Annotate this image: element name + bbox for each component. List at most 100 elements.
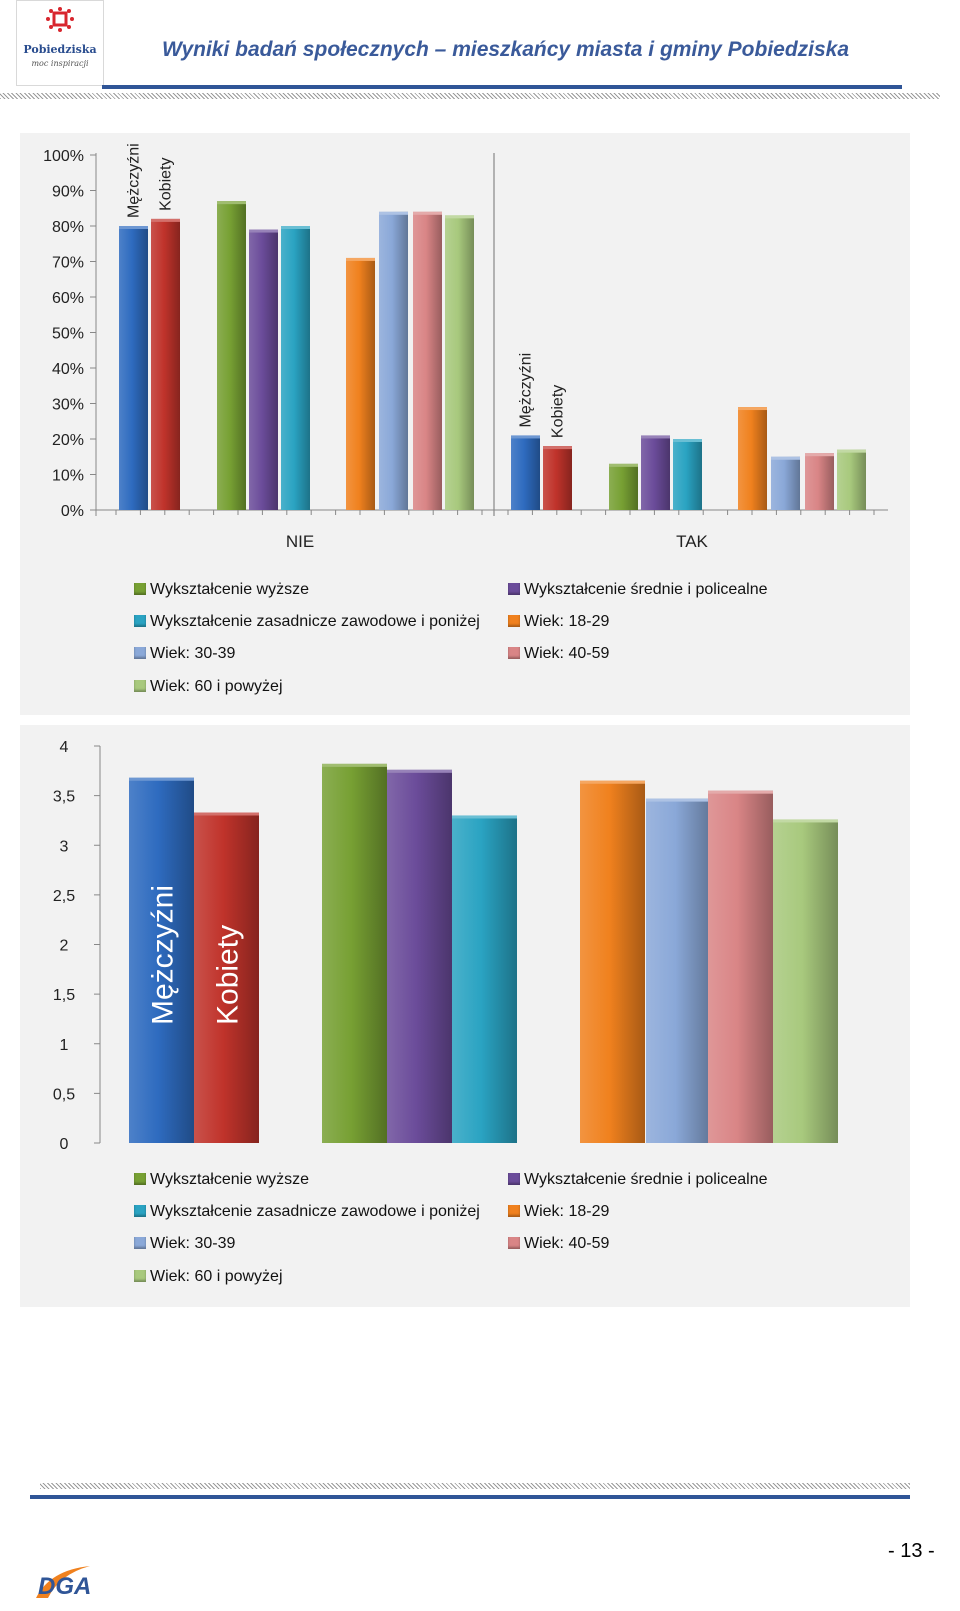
bar-wiek-30-39 — [646, 798, 711, 1143]
bar-nie-kobiety — [151, 218, 180, 510]
bar-tak-wiek-30-39 — [771, 456, 800, 510]
pobiedziska-logo: Pobiedziska moc inspiracji — [16, 0, 104, 86]
header-rule — [102, 85, 902, 89]
legend-label: Wiek: 40-59 — [524, 645, 610, 662]
chart-2-legend-item: Wykształcenie wyższe — [134, 1170, 309, 1190]
bar-tak-wiek-40-59 — [805, 453, 834, 510]
legend-swatch — [508, 647, 520, 659]
y-tick-label: 10% — [52, 468, 84, 485]
y-tick-label: 80% — [52, 219, 84, 236]
legend-swatch — [508, 1205, 520, 1217]
footer-rule — [30, 1495, 910, 1499]
bar-nie-wykszta-cenie-zasadnicze-zawodowe-i-poniz-ej — [281, 226, 310, 510]
y-tick-label: 0,5 — [53, 1086, 75, 1103]
legend-swatch — [508, 615, 520, 627]
bar-text-label: Kobiety — [550, 385, 567, 438]
legend-swatch — [134, 1173, 146, 1185]
y-tick-label: 60% — [52, 290, 84, 307]
bar-wykszta-cenie-zasadnicze-zawodowe-i-poniz-ej — [452, 815, 517, 1143]
dga-logo-icon: DGA — [36, 1566, 91, 1600]
legend-label: Wykształcenie wyższe — [150, 581, 310, 598]
y-tick-label: 50% — [52, 326, 84, 343]
header-hatch — [0, 93, 940, 99]
legend-swatch — [134, 647, 146, 659]
legend-swatch — [508, 1173, 520, 1185]
bar-tak-me-z-czyz-ni — [511, 435, 540, 510]
bar-text-label: Kobiety — [158, 158, 175, 211]
legend-swatch — [508, 583, 520, 595]
legend-swatch — [134, 1237, 146, 1249]
chart-2-legend-item: Wiek: 60 i powyżej — [134, 1267, 283, 1287]
bar-text-label: Mężczyźni — [518, 353, 535, 428]
legend-label: Wykształcenie średnie i policealne — [524, 1171, 768, 1188]
chart-2-legend-item: Wiek: 18-29 — [508, 1202, 609, 1222]
bar-wykszta-cenie-s-rednie-i-policealne — [387, 769, 452, 1143]
bar-wykszta-cenie-wyz-sze — [322, 763, 387, 1143]
bar-nie-me-z-czyz-ni — [119, 226, 148, 510]
bar-nie-wykszta-cenie-s-rednie-i-policealne — [249, 229, 278, 511]
bar-nie-wiek-60-i-powyz-ej — [445, 215, 474, 510]
chart-1-legend-item: Wykształcenie zasadnicze zawodowe i poni… — [134, 612, 480, 632]
bar-me-z-czyz-ni — [129, 777, 194, 1143]
legend-swatch — [508, 1237, 520, 1249]
chart-1-legend-item: Wiek: 40-59 — [508, 644, 609, 664]
bar-wiek-60-i-powyz-ej — [773, 819, 838, 1143]
legend-swatch — [134, 1270, 146, 1282]
legend-label: Wykształcenie średnie i policealne — [524, 581, 768, 598]
y-tick-label: 3,5 — [53, 789, 75, 806]
bar-tak-kobiety — [543, 446, 572, 510]
legend-label: Wiek: 30-39 — [150, 645, 236, 662]
chart-1-legend-item: Wiek: 18-29 — [508, 612, 609, 632]
chart-1-legend: Wykształcenie wyższe Wykształcenie średni… — [134, 580, 894, 700]
legend-label: Wiek: 40-59 — [524, 1235, 610, 1252]
bar-tak-wiek-18-29 — [738, 407, 767, 510]
legend-label: Wykształcenie zasadnicze zawodowe i poni… — [150, 613, 480, 630]
legend-label: Wiek: 30-39 — [150, 1235, 236, 1252]
x-category-label: NIE — [286, 532, 314, 551]
legend-label: Wiek: 18-29 — [524, 613, 610, 630]
bar-nie-wiek-40-59 — [413, 211, 442, 511]
y-tick-label: 4 — [60, 739, 69, 756]
y-tick-label: 3 — [60, 838, 69, 855]
y-tick-label: 1,5 — [53, 987, 75, 1004]
legend-swatch — [134, 583, 146, 595]
legend-label: Wykształcenie wyższe — [150, 1171, 310, 1188]
bar-nie-wykszta-cenie-wyz-sze — [217, 201, 246, 510]
chart-1-panel: 0% 10% 20% 30% 40% 50% 60% 70% 80% 90% 100% NIE Mężc… — [20, 133, 910, 715]
bar-nie-wiek-18-29 — [346, 257, 375, 510]
logo-tagline: moc inspiracji — [31, 59, 89, 68]
logo-emblem-icon — [46, 7, 74, 32]
chart-2-legend-item: Wykształcenie zasadnicze zawodowe i poni… — [134, 1202, 480, 1222]
legend-label: Wiek: 60 i powyżej — [150, 678, 283, 695]
bar-text-label: Mężczyźni — [126, 143, 143, 218]
page-header-title: Wyniki badań społecznych – mieszkańcy mi… — [162, 38, 850, 61]
x-category-label: TAK — [676, 532, 708, 551]
bar-wiek-18-29 — [580, 780, 645, 1143]
y-tick-label: 2,5 — [53, 888, 75, 905]
chart-1-legend-item: Wiek: 30-39 — [134, 644, 235, 664]
bar-tak-wiek-60-i-powyz-ej — [837, 449, 866, 510]
chart-2-svg: 0 0,5 1 1,5 2 2,5 3 3,5 4 Mężczyźni Kobiety — [53, 739, 838, 1153]
y-tick-label: 0 — [60, 1136, 69, 1153]
y-tick-label: 1 — [60, 1037, 69, 1054]
legend-swatch — [134, 680, 146, 692]
y-tick-label: 90% — [52, 184, 84, 201]
bar-text-label: Kobiety — [212, 925, 245, 1025]
y-tick-label: 100% — [43, 148, 84, 165]
chart-1-legend-item: Wykształcenie średnie i policealne — [508, 580, 768, 600]
chart-2-legend-item: Wykształcenie średnie i policealne — [508, 1170, 768, 1190]
y-tick-label: 2 — [60, 938, 69, 955]
chart-2-legend-item: Wiek: 30-39 — [134, 1234, 235, 1254]
logo-name: Pobiedziska — [23, 43, 97, 56]
chart-1-svg: 0% 10% 20% 30% 40% 50% 60% 70% 80% 90% 100% NIE Mężc… — [43, 143, 888, 551]
legend-swatch — [134, 615, 146, 627]
chart-1-legend-item: Wykształcenie wyższe — [134, 580, 309, 600]
bar-tak-wykszta-cenie-s-rednie-i-policealne — [641, 435, 670, 510]
chart-2-legend: Wykształcenie wyższe Wykształcenie średni… — [134, 1170, 894, 1290]
bar-tak-wykszta-cenie-zasadnicze-zawodowe-i-poniz-ej — [673, 439, 702, 510]
chart-2-panel: 0 0,5 1 1,5 2 2,5 3 3,5 4 Mężczyźni Kobiety Wykszt… — [20, 725, 910, 1307]
legend-label: Wykształcenie zasadnicze zawodowe i poni… — [150, 1203, 480, 1220]
bar-nie-wiek-30-39 — [379, 211, 408, 511]
chart-2-legend-item: Wiek: 40-59 — [508, 1234, 609, 1254]
dga-logo-text: DGA — [38, 1573, 91, 1600]
